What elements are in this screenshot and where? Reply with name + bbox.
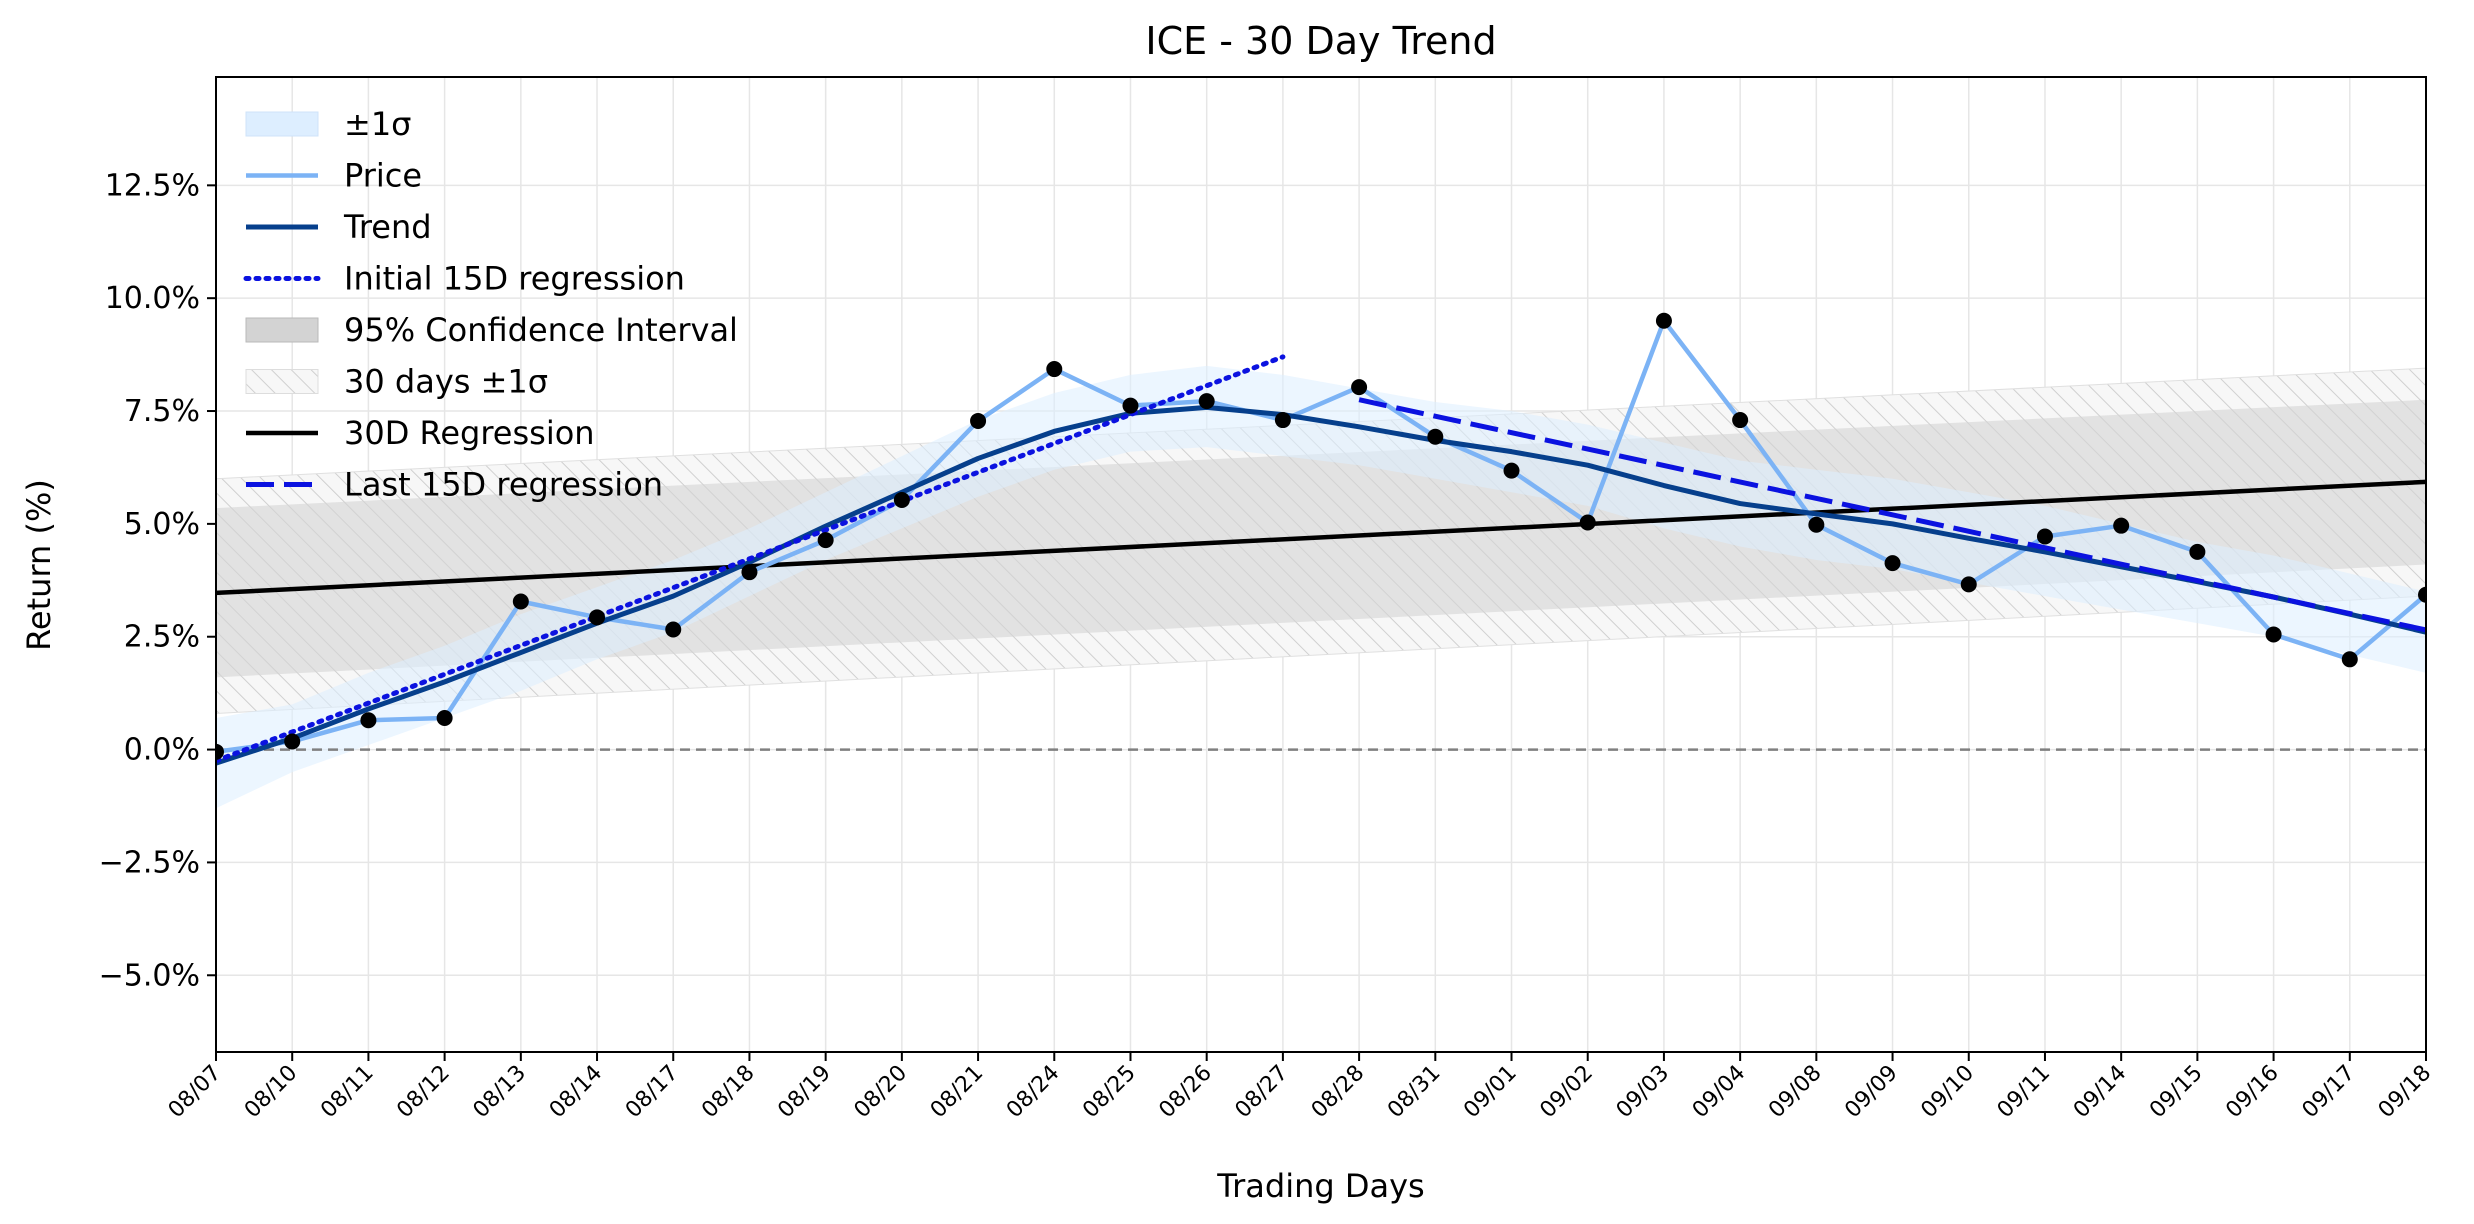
legend-entry: Initial 15D regression — [243, 260, 685, 298]
price-point — [1503, 462, 1520, 479]
chart-title: ICE - 30 Day Trend — [1145, 19, 1496, 63]
legend-swatch-sigma-30d — [245, 369, 319, 394]
price-point — [1808, 516, 1825, 533]
legend-label: 30 days ±1σ — [344, 363, 548, 401]
legend-label: Initial 15D regression — [344, 260, 685, 298]
price-point — [1427, 428, 1444, 445]
sigma-band — [216, 365, 2426, 809]
legend-entry: 30 days ±1σ — [245, 363, 548, 401]
price-line — [216, 318, 2426, 755]
legend-label: ±1σ — [344, 105, 411, 143]
legend-label: Last 15D regression — [344, 466, 663, 504]
y-tick-label: −2.5% — [99, 845, 200, 880]
price-point — [1960, 576, 1977, 593]
price-point — [1351, 379, 1368, 396]
x-axis-label: Trading Days — [1216, 1167, 1424, 1205]
y-tick-label: 5.0% — [124, 507, 200, 542]
price-point — [817, 532, 834, 549]
price-point — [2341, 651, 2358, 668]
y-tick-label: 10.0% — [105, 281, 200, 316]
y-tick-label: 2.5% — [124, 620, 200, 655]
price-point — [893, 491, 910, 508]
regression-30d-line — [216, 479, 2426, 596]
price-point — [2189, 543, 2206, 560]
legend-swatch-sigma — [245, 111, 319, 137]
price-point — [1046, 361, 1063, 378]
y-axis-ticks: −5.0% −2.5% 0.0% 2.5% 5.0% 7.5% 10.0% 12.5% — [99, 168, 216, 993]
price-point — [512, 593, 529, 610]
price-point — [2265, 626, 2282, 643]
price-point — [2036, 528, 2053, 545]
legend-entry: 95% Confidence Interval — [245, 311, 738, 349]
price-point — [1198, 393, 1215, 410]
price-point — [2418, 586, 2426, 603]
price-point — [284, 733, 301, 750]
trend-line — [216, 404, 2426, 766]
price-point — [1274, 412, 1291, 429]
price-point — [589, 609, 606, 626]
legend-label: Price — [344, 157, 422, 195]
initial-15d-regression-line — [216, 354, 1286, 764]
y-tick-label: 0.0% — [124, 733, 200, 768]
price-point — [1122, 397, 1139, 414]
price-point — [1655, 312, 1672, 329]
legend-swatch-confidence — [245, 317, 319, 343]
legend-label: 30D Regression — [344, 414, 595, 452]
legend: ±1σ Price Trend Initial 15D regression 95% C… — [243, 105, 738, 504]
legend-entry: 30D Regression — [246, 414, 595, 452]
legend-label: Trend — [343, 208, 432, 246]
legend-entry: ±1σ — [245, 105, 411, 143]
y-tick-label: 12.5% — [105, 168, 200, 203]
price-point — [436, 709, 453, 726]
plot-layers — [216, 312, 2426, 809]
price-point — [741, 564, 758, 581]
y-axis-label: Return (%) — [20, 479, 58, 651]
y-tick-label: 7.5% — [124, 394, 200, 429]
price-point — [2113, 517, 2130, 534]
legend-entry: Price — [246, 157, 422, 195]
price-point — [1579, 514, 1596, 531]
last-15d-regression-line — [1358, 397, 2426, 633]
price-point — [216, 743, 224, 760]
price-point — [1884, 555, 1901, 572]
price-point — [970, 412, 987, 429]
price-point — [360, 712, 377, 729]
legend-entry: Trend — [246, 208, 432, 246]
price-point — [1732, 412, 1749, 429]
y-tick-label: −5.0% — [99, 958, 200, 993]
legend-entry: Last 15D regression — [246, 466, 663, 504]
legend-label: 95% Confidence Interval — [344, 311, 738, 349]
plot-frame — [215, 76, 2427, 1053]
price-point — [665, 621, 682, 638]
